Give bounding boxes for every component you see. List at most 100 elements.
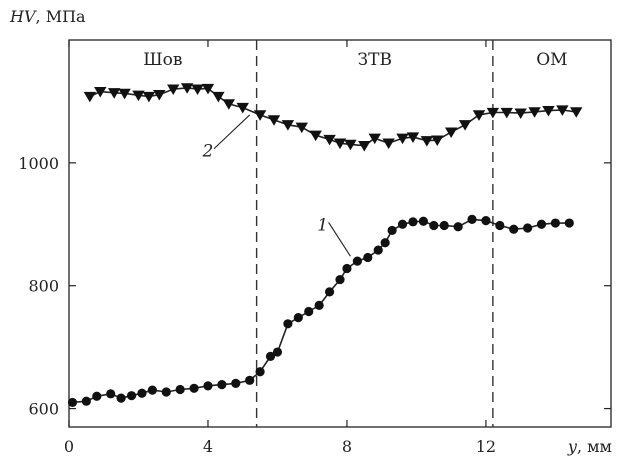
data-point [396,133,409,145]
data-point [570,107,583,118]
data-point [382,138,395,150]
plot-frame [68,39,612,428]
data-point [514,108,527,119]
x-tick-label: 4 [203,437,213,456]
data-point [368,133,381,145]
data-point [217,380,227,390]
data-point [564,218,574,228]
data-point [137,388,147,398]
data-point [267,115,281,126]
data-point [352,256,362,266]
region-label: ЗТВ [358,50,392,70]
data-point [309,130,322,142]
data-point [429,220,439,231]
data-point [201,83,215,95]
data-point [467,214,477,224]
data-point [293,313,303,323]
data-point [444,127,458,139]
data-point [167,84,180,96]
data-point [231,378,241,388]
data-point [536,219,547,229]
data-point [380,238,390,248]
data-point [222,99,236,110]
series-label-2: 2 [202,142,214,162]
data-point [528,107,541,118]
data-point [142,91,156,103]
data-point [335,274,345,285]
data-point [472,110,486,121]
region-label: ОМ [536,50,567,70]
series-annotations: 12 [202,114,351,257]
data-point [323,134,336,146]
data-point [556,105,569,116]
data-point [418,216,428,226]
data-point [373,245,383,255]
data-point [245,375,255,385]
data-point [458,120,472,131]
data-point [272,347,283,357]
data-point [116,393,126,403]
data-point [153,90,166,101]
data-point [344,139,357,151]
data-point [236,102,249,114]
data-point [431,135,444,147]
data-point [439,220,449,231]
data-point [94,86,107,98]
data-point [253,110,267,121]
data-point [67,397,78,408]
data-point [495,220,505,231]
data-point [107,88,121,99]
region-labels: Шов ЗТВ ОМ [143,50,567,70]
data-point [406,132,420,143]
data-point [481,216,491,226]
data-point [408,217,418,227]
data-point [191,84,204,96]
data-point [324,287,335,297]
y-axis-unit: , МПа [36,7,87,26]
x-tick-label: 0 [64,437,74,456]
data-point [147,385,157,395]
data-point [161,387,171,397]
data-point [92,391,102,401]
series-1 [67,214,574,408]
series-label-1: 1 [317,215,328,235]
x-tick-label: 12 [476,437,496,456]
data-point [295,122,308,134]
data-point [304,306,314,317]
y-tick-label: 800 [28,277,59,296]
data-point [106,389,116,399]
region-label: Шов [143,50,182,70]
data-point [265,351,276,361]
data-point [180,83,194,94]
series-line [72,218,570,404]
data-point [342,263,352,274]
data-point [333,138,347,150]
region-dividers [255,40,494,427]
data-point [358,141,371,152]
y-axis-var: HV [9,7,37,26]
data-point [255,367,265,377]
series-2 [83,83,583,152]
series-leader-1 [328,222,351,257]
data-point [420,136,434,147]
data-point [83,91,97,103]
data-point [453,222,463,232]
data-point [509,224,519,234]
data-point [550,218,561,228]
data-point [397,219,408,229]
data-point [132,90,145,102]
x-axis-var: y [567,437,578,456]
series-group [67,83,583,408]
data-point [314,300,324,310]
data-point [126,391,137,401]
data-point [189,383,199,393]
data-point [175,384,185,395]
x-axis-label: y, мм [567,437,612,456]
data-point [363,252,373,263]
data-point [283,319,293,329]
data-point [486,107,500,119]
data-point [81,396,91,406]
x-tick-label: 8 [342,437,352,456]
x-axis-unit: , мм [577,437,612,456]
